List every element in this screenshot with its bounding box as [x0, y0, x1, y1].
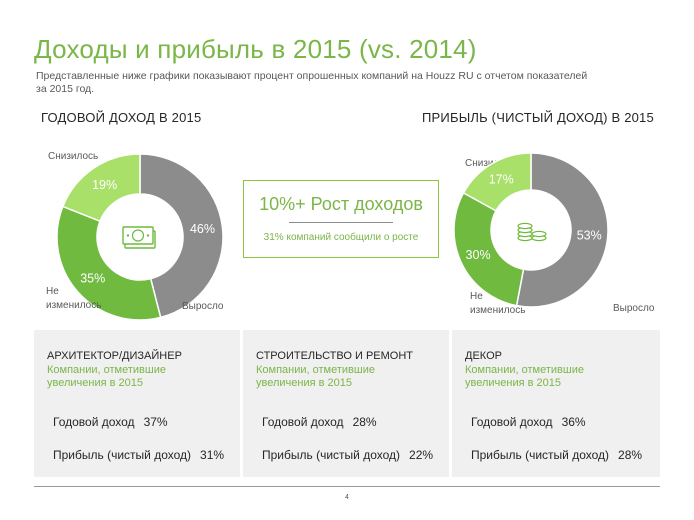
highlight-divider — [289, 222, 393, 223]
growth-caption: 31% компаний сообщили о росте — [263, 232, 419, 243]
profit-stat: Прибыль (чистый доход) 28% — [471, 448, 642, 462]
profit-stat: Прибыль (чистый доход) 31% — [53, 448, 224, 462]
donut-slice-1 — [56, 205, 162, 321]
profit-stat: Прибыль (чистый доход) 22% — [262, 448, 433, 462]
slice-category-label: Выросло — [613, 303, 655, 314]
slice-category-label: Снизилось — [48, 151, 98, 162]
profit-value: 22% — [409, 448, 434, 462]
revenue-value: 36% — [561, 415, 586, 429]
profit-donut-chart: 53% Снизилось 30% Выросло 17% Не изменилось — [453, 152, 655, 316]
panel-construction-renovation: СТРОИТЕЛЬСТВО И РЕМОНТ Компании, отметив… — [243, 330, 449, 477]
footer-divider — [34, 486, 660, 487]
revenue-label: Годовой доход — [53, 415, 135, 429]
page-number: 4 — [345, 494, 349, 501]
panel-architect-designer: АРХИТЕКТОР/ДИЗАЙНЕР Компании, отметившие… — [34, 330, 240, 477]
profit-label: Прибыль (чистый доход) — [471, 448, 610, 462]
revenue-donut-chart: 46% Снизилось 35% Выросло 19% Не изменилось — [46, 151, 224, 321]
slice-category-label: Снизилось — [465, 158, 515, 169]
panel-subtitle: Компании, отметившие увеличения в 2015 — [47, 364, 166, 389]
donut-slice-0 — [139, 153, 224, 319]
page-title: Доходы и прибыль в 2015 (vs. 2014) — [34, 34, 477, 64]
donut-slice-2 — [61, 153, 141, 223]
donut-slice-0 — [515, 152, 609, 308]
revenue-stat: Годовой доход 37% — [53, 415, 168, 429]
profit-value: 28% — [618, 448, 643, 462]
slice-value-label: 19% — [92, 178, 117, 192]
slice-category-label: Не изменилось — [470, 291, 525, 316]
slice-value-label: 35% — [80, 272, 105, 286]
profit-value: 31% — [200, 448, 225, 462]
panel-subtitle: Компании, отметившие увеличения в 2015 — [465, 364, 584, 389]
slice-value-label: 53% — [577, 229, 602, 243]
slice-value-label: 17% — [489, 173, 514, 187]
panel-decor: ДЕКОР Компании, отметившие увеличения в … — [452, 330, 660, 477]
profit-label: Прибыль (чистый доход) — [262, 448, 401, 462]
growth-highlight-box: 10%+ Рост доходов 31% компаний сообщили … — [243, 180, 439, 258]
panel-title: ДЕКОР — [465, 350, 502, 362]
page-subtitle: Представленные ниже графики показывают п… — [36, 70, 588, 95]
growth-headline: 10%+ Рост доходов — [259, 194, 423, 214]
panel-title: СТРОИТЕЛЬСТВО И РЕМОНТ — [256, 350, 414, 362]
donut-slice-2 — [462, 152, 532, 212]
panel-subtitle: Компании, отметившие увеличения в 2015 — [256, 364, 375, 389]
revenue-value: 37% — [143, 415, 168, 429]
revenue-label: Годовой доход — [471, 415, 553, 429]
donut-slice-1 — [453, 191, 525, 307]
revenue-label: Годовой доход — [262, 415, 344, 429]
revenue-stat: Годовой доход 28% — [262, 415, 377, 429]
slice-category-label: Не изменилось — [46, 286, 101, 311]
slice-value-label: 46% — [190, 222, 215, 236]
slice-value-label: 30% — [466, 248, 491, 262]
revenue-chart-title: ГОДОВОЙ ДОХОД В 2015 — [41, 110, 202, 125]
coins-icon — [517, 222, 547, 242]
revenue-stat: Годовой доход 36% — [471, 415, 586, 429]
profit-label: Прибыль (чистый доход) — [53, 448, 192, 462]
panel-title: АРХИТЕКТОР/ДИЗАЙНЕР — [47, 350, 182, 362]
profit-chart-title: ПРИБЫЛЬ (ЧИСТЫЙ ДОХОД) В 2015 — [422, 110, 654, 125]
slice-category-label: Выросло — [182, 301, 224, 312]
money-bill-icon — [122, 226, 156, 249]
revenue-value: 28% — [352, 415, 377, 429]
